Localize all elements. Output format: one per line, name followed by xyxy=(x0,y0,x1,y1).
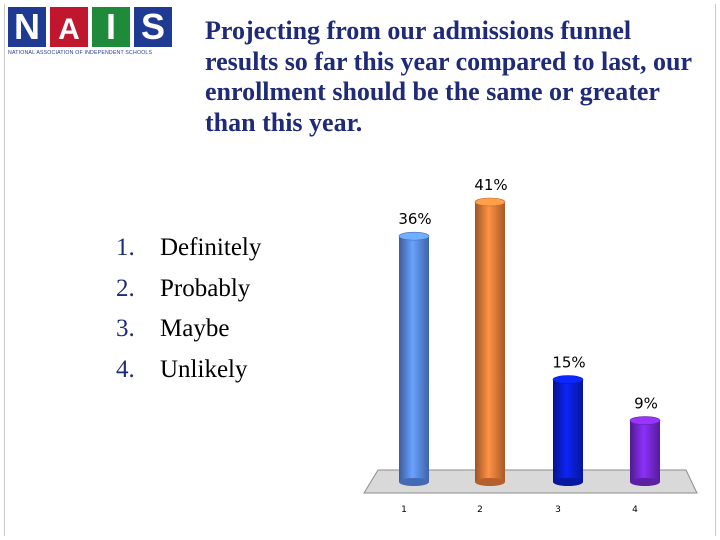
x-tick-label: 2 xyxy=(477,505,483,515)
option-label: Unlikely xyxy=(160,355,248,383)
answer-options: 1. Definitely 2. Probably 3. Maybe 4. Unlike… xyxy=(116,228,261,390)
data-label: 15% xyxy=(552,354,585,372)
data-label: 41% xyxy=(474,176,507,194)
bar-cap-2 xyxy=(474,197,506,207)
logo-letter-s: S xyxy=(134,7,172,47)
option-number: 3. xyxy=(116,315,135,343)
bar-3 xyxy=(553,379,583,482)
option-item: 1. Definitely xyxy=(116,228,261,269)
x-tick-label: 1 xyxy=(401,505,407,515)
option-number: 1. xyxy=(116,234,135,261)
x-tick-label: 4 xyxy=(632,505,638,515)
logo-letter-n: N xyxy=(8,7,46,47)
bar-4 xyxy=(630,420,660,482)
option-label: Definitely xyxy=(160,234,262,261)
bar-1 xyxy=(399,236,429,482)
bar-cap-1 xyxy=(398,231,430,241)
x-tick-label: 3 xyxy=(555,505,561,515)
option-label: Maybe xyxy=(160,315,230,343)
nais-logo: N A I S NATIONAL ASSOCIATION OF INDEPEND… xyxy=(8,7,178,59)
option-item: 3. Maybe xyxy=(116,309,261,350)
logo-subtitle: NATIONAL ASSOCIATION OF INDEPENDENT SCHO… xyxy=(8,50,153,56)
option-number: 2. xyxy=(116,274,135,302)
bar-base-3 xyxy=(553,478,583,486)
bar-cap-3 xyxy=(552,375,584,384)
option-number: 4. xyxy=(116,355,135,383)
bar-base-1 xyxy=(399,478,429,486)
bar-base-4 xyxy=(630,478,660,486)
logo-letter-i: I xyxy=(92,7,130,47)
option-item: 4. Unlikely xyxy=(116,350,261,391)
bar-cap-4 xyxy=(629,416,661,425)
logo-letter-a: A xyxy=(50,7,88,47)
data-label: 9% xyxy=(634,395,658,413)
slide-frame xyxy=(4,4,716,536)
option-item: 2. Probably xyxy=(116,269,261,310)
slide-title: Projecting from our admissions funnel re… xyxy=(205,16,692,137)
bar-base-2 xyxy=(475,478,505,486)
chart-floor xyxy=(363,469,698,494)
data-label: 36% xyxy=(398,210,431,228)
option-label: Probably xyxy=(160,274,251,302)
bar-2 xyxy=(475,202,505,482)
